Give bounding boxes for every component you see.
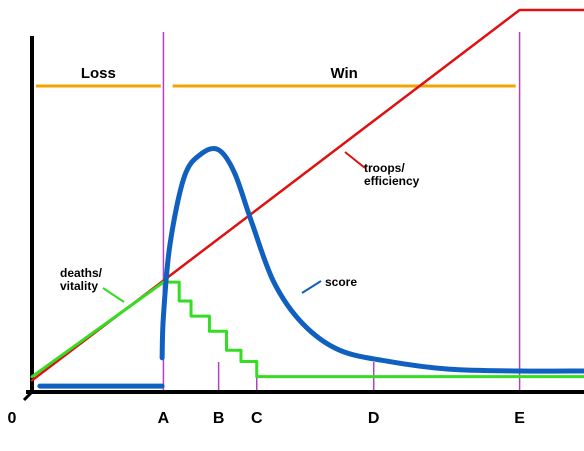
annotation-troops-efficiency-line-1: troops/ xyxy=(364,161,405,175)
deaths-vitality-leader xyxy=(102,287,125,303)
x-tick-label-e: E xyxy=(514,410,525,427)
x-tick-label-0: 0 xyxy=(8,410,17,427)
band-loss-label: Loss xyxy=(81,65,116,82)
annotation-score-label: score xyxy=(325,275,357,289)
axes xyxy=(22,36,584,402)
series-troops-efficiency-line xyxy=(30,8,584,382)
x-tick-label-a: A xyxy=(158,410,170,427)
annotation-troops-efficiency-label: troops/efficiency xyxy=(364,161,420,188)
band-win-label: Win xyxy=(330,65,357,82)
annotation-score-line-1: score xyxy=(325,275,357,289)
tick-label-layer: 0 A B C D E xyxy=(8,410,526,427)
troops-efficiency-leader xyxy=(344,151,366,169)
x-tick-label-c: C xyxy=(251,410,263,427)
annotation-deaths-vitality-line-1: deaths/ xyxy=(60,266,103,280)
annotation-layer: troops/efficiency deaths/vitality score xyxy=(60,151,420,303)
series-deaths-vitality-line xyxy=(30,280,584,379)
series-layer xyxy=(30,8,584,389)
annotation-deaths-vitality-line-2: vitality xyxy=(60,279,98,293)
score-leader xyxy=(301,280,322,294)
series-score-line xyxy=(37,146,584,389)
annotation-deaths-vitality-label: deaths/vitality xyxy=(60,266,103,293)
band-layer: Loss Win xyxy=(35,65,516,88)
x-tick-label-b: B xyxy=(213,410,225,427)
origin-tick xyxy=(22,390,34,402)
x-tick-label-d: D xyxy=(368,410,380,427)
annotation-troops-efficiency-line-2: efficiency xyxy=(364,174,420,188)
